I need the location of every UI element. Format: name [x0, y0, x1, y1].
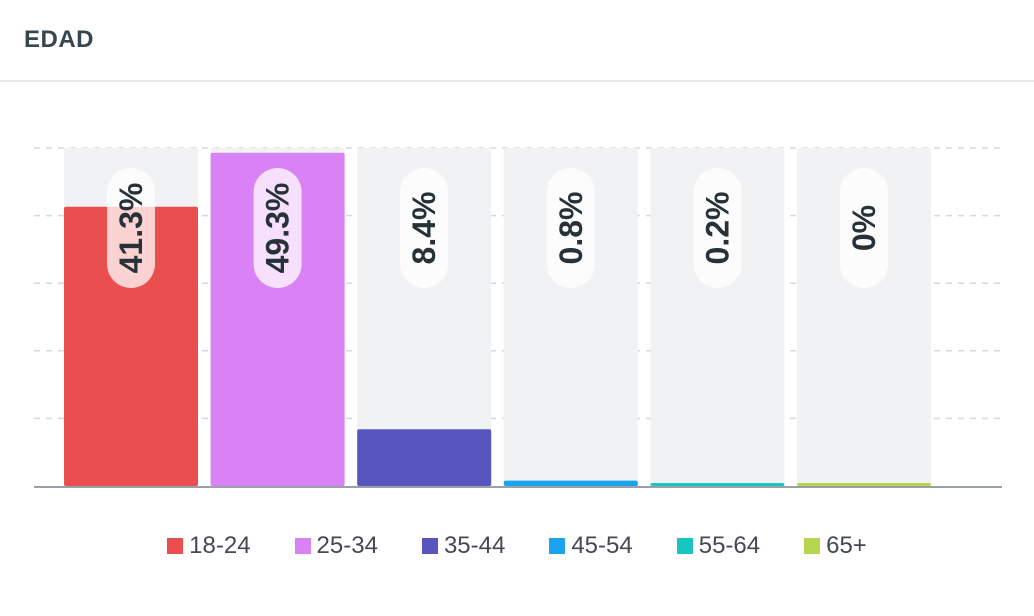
card-title: EDAD	[24, 26, 95, 53]
legend-swatch	[549, 538, 566, 554]
legend-label: 55-64	[698, 532, 761, 559]
data-label: 0%	[846, 205, 882, 251]
bar-45-54	[503, 480, 638, 486]
data-label: 0.8%	[553, 192, 589, 265]
data-label-pill	[693, 168, 742, 288]
bar-65-plus	[797, 483, 931, 486]
legend-swatch	[294, 538, 311, 554]
age-bar-chart: 41.3% 49.3% 8.4% 0.8% 0.2% 0%	[34, 147, 1002, 488]
bar-18-24	[64, 206, 198, 486]
bar-25-34	[210, 152, 345, 486]
legend-label: 45-54	[571, 532, 633, 559]
bar-55-64	[650, 483, 785, 486]
card-header: EDAD	[0, 0, 1034, 82]
data-label-pill	[546, 168, 595, 288]
legend-swatch	[421, 538, 438, 554]
legend-swatch	[167, 538, 184, 554]
data-label-pill	[253, 168, 302, 288]
bars: 41.3% 49.3% 8.4% 0.8% 0.2% 0%	[64, 148, 931, 486]
data-label: 41.3%	[113, 183, 149, 274]
data-label-pill	[107, 168, 155, 288]
data-label-pill	[400, 168, 449, 288]
legend-item-18-24[interactable]: 18-24	[167, 532, 251, 560]
legend-swatch	[676, 538, 693, 554]
legend-label: 65+	[826, 532, 867, 559]
legend-item-25-34[interactable]: 25-34	[294, 532, 378, 560]
legend-item-65-plus[interactable]: 65+	[804, 532, 867, 560]
legend-label: 25-34	[316, 532, 378, 559]
data-label: 8.4%	[406, 192, 442, 265]
legend-label: 35-44	[443, 532, 506, 559]
legend-item-45-54[interactable]: 45-54	[549, 532, 633, 560]
chart-legend: 18-24 25-34 35-44 45-54 55-64 65+	[0, 528, 1034, 564]
data-label: 0.2%	[699, 192, 735, 265]
legend-label: 18-24	[189, 532, 251, 559]
data-label-pill	[840, 168, 888, 288]
legend-item-35-44[interactable]: 35-44	[421, 532, 506, 560]
data-label: 49.3%	[260, 183, 296, 274]
legend-item-55-64[interactable]: 55-64	[676, 532, 761, 560]
legend-swatch	[804, 538, 821, 554]
bar-35-44	[357, 429, 492, 486]
